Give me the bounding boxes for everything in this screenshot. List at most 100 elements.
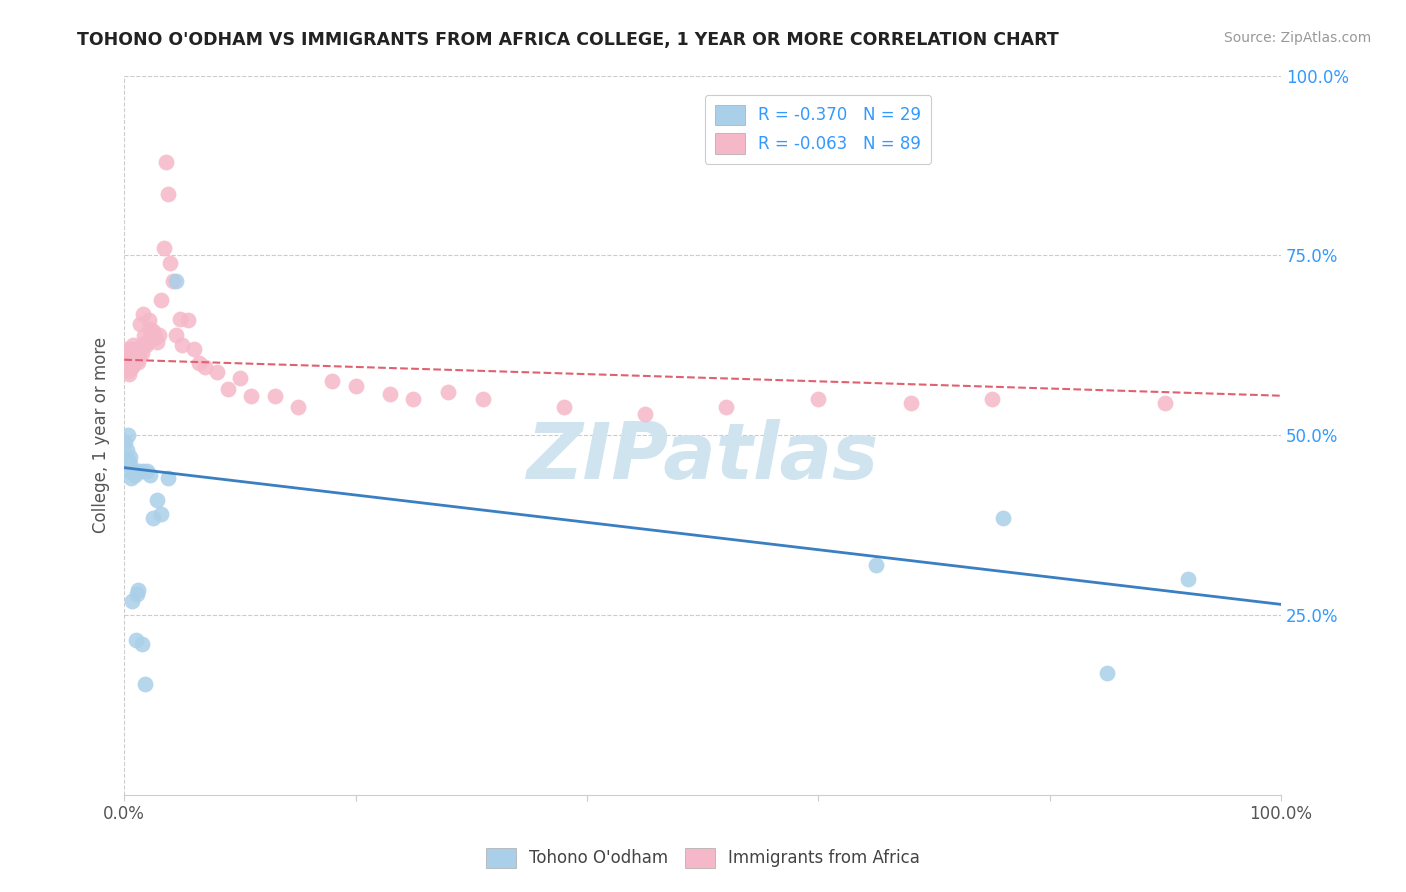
Point (118, 457, 141, 471)
Point (125, 343, 148, 358)
Point (183, 342, 205, 356)
Point (118, 367, 141, 381)
Point (117, 345, 139, 359)
Point (121, 594, 143, 608)
Point (125, 586, 148, 600)
Point (263, 389, 285, 403)
Point (344, 379, 367, 393)
Point (993, 511, 1015, 525)
Point (229, 370, 252, 384)
Point (142, 324, 165, 338)
Point (124, 349, 146, 363)
Point (127, 348, 149, 362)
Point (117, 453, 139, 467)
Point (150, 508, 173, 522)
Point (124, 342, 146, 356)
Point (121, 352, 143, 367)
Point (128, 343, 150, 358)
Point (117, 428, 139, 442)
Point (194, 359, 217, 374)
Point (145, 493, 167, 508)
Point (122, 464, 145, 478)
Point (127, 582, 149, 597)
Point (118, 349, 141, 363)
Point (865, 558, 887, 572)
Point (135, 338, 157, 352)
Legend: Tohono O'odham, Immigrants from Africa: Tohono O'odham, Immigrants from Africa (479, 841, 927, 875)
Point (205, 365, 228, 379)
Point (169, 311, 191, 326)
Point (471, 392, 494, 407)
Point (157, 187, 180, 202)
Point (122, 345, 145, 359)
Point (188, 356, 211, 370)
Point (131, 637, 153, 651)
Point (115, 359, 138, 374)
Point (122, 338, 145, 352)
Point (120, 352, 142, 367)
Point (141, 331, 163, 345)
Point (287, 400, 309, 414)
Point (132, 307, 155, 321)
Point (118, 464, 141, 478)
Point (157, 471, 180, 485)
Text: ZIPatlas: ZIPatlas (526, 419, 879, 495)
Point (132, 329, 155, 343)
Point (138, 467, 160, 482)
Point (124, 467, 146, 482)
Point (240, 389, 263, 403)
Point (128, 349, 150, 363)
Point (142, 511, 165, 525)
Point (118, 345, 141, 359)
Point (134, 336, 156, 351)
Point (115, 356, 138, 370)
Point (118, 342, 141, 356)
Point (807, 392, 830, 407)
Point (128, 464, 150, 478)
Point (129, 317, 152, 331)
Point (117, 349, 139, 363)
Point (125, 351, 148, 365)
Point (118, 356, 141, 370)
Point (138, 313, 160, 327)
Point (115, 352, 138, 367)
Point (402, 392, 425, 407)
Point (380, 386, 402, 401)
Point (114, 435, 136, 450)
Point (117, 359, 139, 374)
Point (145, 331, 167, 345)
Point (115, 349, 138, 363)
Point (152, 241, 174, 255)
Point (217, 382, 239, 396)
Point (162, 274, 184, 288)
Point (143, 329, 166, 343)
Point (139, 327, 162, 342)
Point (115, 442, 138, 457)
Point (114, 345, 136, 359)
Point (118, 352, 141, 367)
Point (136, 464, 159, 478)
Point (437, 385, 460, 400)
Point (1097, 665, 1119, 680)
Point (159, 255, 181, 269)
Point (170, 338, 193, 352)
Point (177, 313, 200, 327)
Point (121, 345, 143, 359)
Point (114, 352, 136, 367)
Text: TOHONO O'ODHAM VS IMMIGRANTS FROM AFRICA COLLEGE, 1 YEAR OR MORE CORRELATION CHA: TOHONO O'ODHAM VS IMMIGRANTS FROM AFRICA… (77, 31, 1059, 49)
Point (553, 400, 575, 414)
Point (165, 327, 187, 342)
Point (321, 374, 343, 388)
Point (127, 355, 149, 369)
Point (145, 334, 167, 349)
Point (131, 338, 153, 352)
Point (980, 392, 1002, 407)
Point (117, 356, 139, 370)
Legend: R = -0.370   N = 29, R = -0.063   N = 89: R = -0.370 N = 29, R = -0.063 N = 89 (704, 95, 931, 163)
Point (165, 274, 187, 288)
Point (122, 352, 145, 367)
Point (118, 359, 141, 374)
Point (1177, 572, 1199, 586)
Y-axis label: College, 1 year or more: College, 1 year or more (93, 337, 110, 533)
Point (120, 359, 142, 374)
